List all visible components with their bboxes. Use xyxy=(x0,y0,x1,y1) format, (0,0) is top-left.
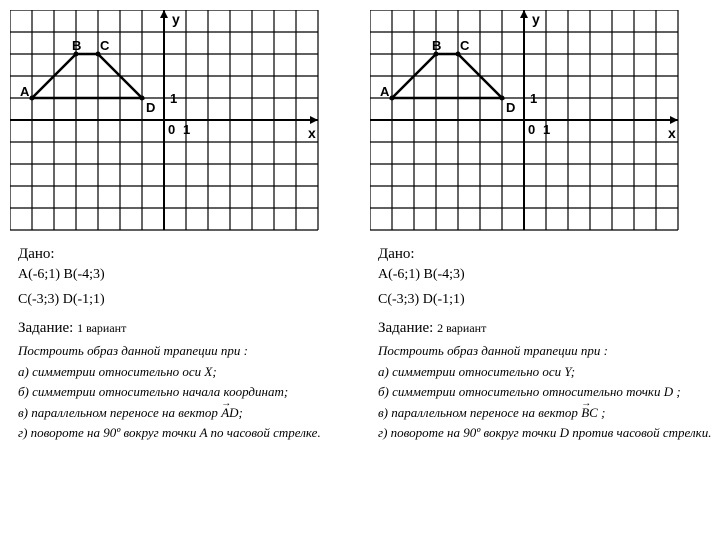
svg-text:1: 1 xyxy=(170,91,177,106)
svg-text:C: C xyxy=(460,38,470,53)
task-c-suffix: ; xyxy=(598,405,606,420)
svg-text:A: A xyxy=(20,84,30,99)
svg-text:B: B xyxy=(72,38,81,53)
svg-text:1: 1 xyxy=(183,122,190,137)
task-intro: Построить образ данной трапеции при : xyxy=(378,342,712,360)
task-heading: Задание: 1 вариант xyxy=(18,318,352,338)
text-block-2: Дано: A(-6;1) B(-4;3) C(-3;3) D(-1;1) За… xyxy=(370,244,720,442)
coord-grid-2: yx011ABCD xyxy=(370,10,690,240)
svg-text:D: D xyxy=(146,100,155,115)
svg-text:A: A xyxy=(380,84,390,99)
svg-text:x: x xyxy=(308,125,316,141)
coords-row-1: A(-6;1) B(-4;3) xyxy=(378,266,712,285)
svg-text:y: y xyxy=(532,11,540,27)
svg-text:B: B xyxy=(432,38,441,53)
arrow-icon: → xyxy=(581,397,591,411)
coords-block: A(-6;1) B(-4;3) C(-3;3) D(-1;1) xyxy=(18,266,352,310)
variant-label: 2 вариант xyxy=(437,321,486,335)
task-d: г) повороте на 90º вокруг точки D против… xyxy=(378,424,712,442)
task-head-label: Задание: xyxy=(378,320,433,336)
variant-label: 1 вариант xyxy=(77,321,126,335)
svg-text:C: C xyxy=(100,38,110,53)
svg-text:y: y xyxy=(172,11,180,27)
task-b: б) симметрии относительно начала координ… xyxy=(18,383,352,401)
text-block-1: Дано: A(-6;1) B(-4;3) C(-3;3) D(-1;1) За… xyxy=(10,244,360,442)
variant-2: yx011ABCD Дано: A(-6;1) B(-4;3) C(-3;3) … xyxy=(370,10,720,445)
svg-text:0: 0 xyxy=(168,122,175,137)
task-c-prefix: в) параллельном переносе на вектор xyxy=(18,405,221,420)
svg-text:0: 0 xyxy=(528,122,535,137)
task-a: а) симметрии относительно оси Y; xyxy=(378,363,712,381)
task-c: в) параллельном переносе на вектор →BC ; xyxy=(378,404,712,422)
given-label: Дано: xyxy=(378,244,712,264)
task-d: г) повороте на 90º вокруг точки A по час… xyxy=(18,424,352,442)
svg-text:x: x xyxy=(668,125,676,141)
coords-block: A(-6;1) B(-4;3) C(-3;3) D(-1;1) xyxy=(378,266,712,310)
task-head-label: Задание: xyxy=(18,320,73,336)
task-intro: Построить образ данной трапеции при : xyxy=(18,342,352,360)
task-a: а) симметрии относительно оси X; xyxy=(18,363,352,381)
coords-row-2: C(-3;3) D(-1;1) xyxy=(378,291,712,310)
vector-AD: →AD xyxy=(221,405,238,420)
task-c: в) параллельном переносе на вектор →AD; xyxy=(18,404,352,422)
task-c-suffix: ; xyxy=(239,405,243,420)
arrow-icon: → xyxy=(221,397,231,411)
given-label: Дано: xyxy=(18,244,352,264)
svg-text:D: D xyxy=(506,100,515,115)
svg-text:1: 1 xyxy=(543,122,550,137)
task-b: б) симметрии относительно относительно т… xyxy=(378,383,712,401)
coords-row-1: A(-6;1) B(-4;3) xyxy=(18,266,352,285)
task-heading: Задание: 2 вариант xyxy=(378,318,712,338)
coord-grid-1: yx011ABCD xyxy=(10,10,330,240)
variant-1: yx011ABCD Дано: A(-6;1) B(-4;3) C(-3;3) … xyxy=(10,10,360,445)
coords-row-2: C(-3;3) D(-1;1) xyxy=(18,291,352,310)
vector-BC: →BC xyxy=(581,405,598,420)
task-c-prefix: в) параллельном переносе на вектор xyxy=(378,405,581,420)
svg-text:1: 1 xyxy=(530,91,537,106)
